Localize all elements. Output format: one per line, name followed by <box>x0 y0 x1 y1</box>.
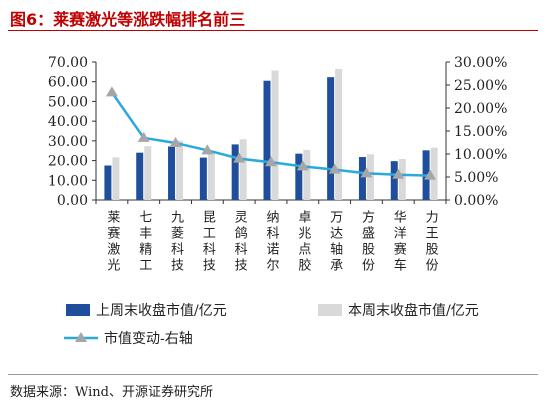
line-point-marker <box>424 169 437 180</box>
bar-this-week <box>303 149 311 200</box>
line-point-marker <box>328 163 341 174</box>
bar-last-week <box>168 146 176 200</box>
bar-last-week <box>358 157 366 200</box>
x-tick-label: 力王股份 <box>423 210 439 274</box>
bar-last-week <box>263 80 271 200</box>
bar-last-week <box>136 152 144 200</box>
bar-this-week <box>271 70 279 200</box>
bar-series <box>104 68 438 201</box>
line-point-marker <box>233 152 246 163</box>
x-tick-label: 华洋赛车 <box>391 210 407 274</box>
bar-last-week <box>295 153 303 200</box>
y-left-tick-label: 0.00 <box>57 193 88 209</box>
y-left-tick-label: 50.00 <box>48 94 88 110</box>
y-left-tick-label: 60.00 <box>48 75 88 91</box>
line-series <box>105 86 437 180</box>
x-tick-label: 九菱科技 <box>168 210 184 274</box>
y-left-tick-label: 30.00 <box>48 134 88 150</box>
bar-this-week <box>335 68 343 201</box>
y-left-tick-label: 70.00 <box>48 55 88 71</box>
market-cap-chart: 0.00 10.00 20.00 30.00 40.00 50.00 60.00 70.00 0… <box>48 55 507 347</box>
legend-swatch-last-week <box>66 304 90 316</box>
line-point-marker <box>137 131 150 142</box>
y-left-tick-label: 40.00 <box>48 114 88 130</box>
bar-last-week <box>231 144 239 200</box>
bar-this-week <box>430 147 438 200</box>
y-right-tick-label: 20.00% <box>454 101 507 117</box>
x-tick-label: 万达轴承 <box>327 210 343 274</box>
source-divider <box>8 374 538 375</box>
bar-this-week <box>176 140 184 200</box>
source-note: 数据来源：Wind、开源证券研究所 <box>10 385 213 400</box>
legend-line-marker <box>75 332 87 342</box>
y-right-tick-label: 0.00% <box>454 193 498 209</box>
x-tick-label: 七丰精工 <box>136 210 152 274</box>
y-right-tick-label: 10.00% <box>454 147 507 163</box>
x-tick-label: 方盛股份 <box>359 209 375 274</box>
line-point-marker <box>360 167 373 178</box>
x-tick-label: 莱赛激光 <box>104 210 120 274</box>
legend-label-this-week: 本周末收盘市值/亿元 <box>348 302 479 319</box>
line-point-marker <box>265 156 277 167</box>
bar-last-week <box>390 161 398 200</box>
bar-last-week <box>327 77 335 200</box>
bar-last-week <box>104 165 112 200</box>
bar-this-week <box>207 153 215 200</box>
bar-this-week <box>144 146 152 200</box>
bar-this-week <box>239 139 247 200</box>
legend-label-change: 市值变动-右轴 <box>104 330 193 347</box>
line-point-marker <box>169 136 182 147</box>
line-point-marker <box>201 144 214 155</box>
x-tick-label: 灵鸽科技 <box>232 210 248 274</box>
y-left-tick-label: 20.00 <box>48 154 88 170</box>
line-point-marker <box>105 86 118 97</box>
y-right-tick-label: 5.00% <box>454 170 498 186</box>
legend-label-last-week: 上周末收盘市值/亿元 <box>96 302 227 319</box>
title-divider <box>8 30 538 31</box>
x-tick-label: 昆工科技 <box>200 210 216 274</box>
y-right-tick-label: 15.00% <box>454 124 507 140</box>
y-right-tick-label: 25.00% <box>454 78 507 94</box>
line-point-marker <box>392 168 405 179</box>
bar-last-week <box>199 157 207 200</box>
y-left-tick-label: 10.00 <box>48 173 88 189</box>
x-tick-label: 卓兆点胶 <box>295 210 311 274</box>
bar-this-week <box>112 157 120 200</box>
figure-title: 图6：莱赛激光等涨跌幅排名前三 <box>10 10 246 29</box>
bar-this-week <box>398 158 406 200</box>
x-tick-label: 纳科诺尔 <box>264 210 280 274</box>
chart-axes: 0.00 10.00 20.00 30.00 40.00 50.00 60.00 70.00 0… <box>48 55 507 209</box>
line-point-marker <box>296 160 309 171</box>
y-right-tick-label: 30.00% <box>454 55 507 71</box>
legend-swatch-this-week <box>318 304 342 316</box>
x-tick-labels: 莱赛激光 七丰精工 九菱科技 昆工科技 灵鸽科技 纳科诺尔 卓兆点胶 万达轴承 方盛股份 华洋赛车… <box>104 209 438 274</box>
